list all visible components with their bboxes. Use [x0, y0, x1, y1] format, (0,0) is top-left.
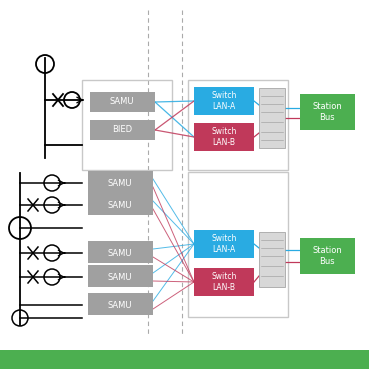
Bar	[88, 241, 153, 263]
Text: Station
Bus: Station Bus	[312, 102, 342, 122]
Bar	[88, 171, 153, 193]
Text: Switch
LAN-A: Switch LAN-A	[211, 234, 237, 254]
Bar	[300, 94, 355, 130]
Bar	[0, 350, 369, 369]
Bar	[259, 232, 285, 287]
Text: Switch
LAN-B: Switch LAN-B	[211, 127, 237, 147]
Text: Station
Bus: Station Bus	[312, 246, 342, 266]
Text: SAMU: SAMU	[108, 248, 132, 258]
Bar	[88, 293, 153, 315]
Bar	[300, 238, 355, 274]
Text: SAMU: SAMU	[108, 300, 132, 310]
Bar	[194, 123, 254, 151]
Text: BIED: BIED	[112, 125, 132, 134]
Bar	[194, 268, 254, 296]
Text: Switch
LAN-A: Switch LAN-A	[211, 91, 237, 111]
Bar	[90, 92, 155, 112]
Text: SAMU: SAMU	[108, 179, 132, 187]
Bar	[194, 87, 254, 115]
Bar	[82, 80, 172, 170]
Bar	[194, 230, 254, 258]
Text: SAMU: SAMU	[108, 272, 132, 282]
Bar	[90, 120, 155, 140]
Bar	[188, 80, 288, 170]
Bar	[88, 265, 153, 287]
Bar	[88, 193, 153, 215]
Bar	[188, 172, 288, 317]
Text: SAMU: SAMU	[110, 97, 134, 107]
Text: Switch
LAN-B: Switch LAN-B	[211, 272, 237, 292]
Bar	[259, 88, 285, 148]
Text: SAMU: SAMU	[108, 200, 132, 210]
